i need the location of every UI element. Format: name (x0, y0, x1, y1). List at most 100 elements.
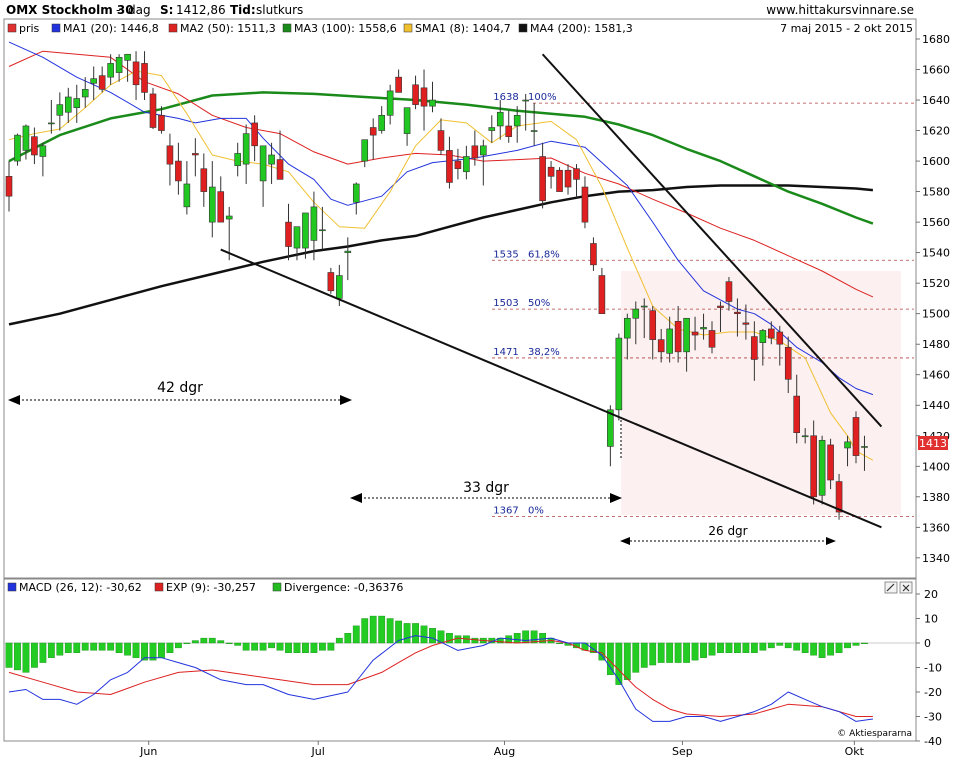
price-tick-label: 1440 (922, 399, 950, 412)
divergence-bar (827, 642, 834, 656)
candle-body (530, 130, 538, 132)
fib-percent-label: 50% (528, 298, 550, 309)
candle-body (522, 99, 529, 102)
divergence-bar (5, 642, 13, 668)
divergence-bar (31, 642, 38, 668)
divergence-bar (335, 637, 343, 644)
price-tick-label: 1680 (922, 33, 950, 46)
period-label: dag (128, 3, 151, 17)
divergence-bar (412, 623, 419, 644)
divergence-bar (217, 640, 225, 644)
trendline-2 (541, 53, 883, 428)
divergence-bar (446, 633, 453, 644)
divergence-bar (302, 642, 309, 654)
fibonacci-levels: 1638 100% 1535 61,8% 1503 50% 1471 38,2% 1367 0% (492, 92, 914, 518)
divergence-bar (14, 642, 21, 671)
divergence-bar (810, 642, 818, 656)
divergence-bar (403, 623, 411, 644)
last-value: 1412,86 (176, 3, 226, 17)
divergence-bar (56, 642, 64, 656)
fib-percent-label: 38,2% (528, 347, 560, 358)
span-33-annotation: 33 dgr (350, 420, 622, 503)
panel-settings-icon[interactable] (884, 581, 898, 594)
candle-body (90, 78, 97, 84)
candle-body (361, 139, 369, 162)
divergence-bar (352, 625, 360, 644)
candle-body (166, 145, 174, 165)
divergence-bar (166, 642, 174, 654)
x-tick-label: Okt (845, 745, 865, 758)
macd-series (8, 635, 873, 722)
ma200-series (8, 184, 874, 326)
candle-body (496, 111, 504, 127)
candle-body (835, 481, 843, 513)
candle-body (827, 444, 834, 481)
divergence-bar (39, 642, 47, 663)
candle-body (590, 243, 597, 266)
candle-body (234, 153, 241, 166)
divergence-bar (420, 625, 428, 644)
candle-body (158, 115, 165, 131)
divergence-bar (149, 642, 157, 661)
x-tick-label: Sep (672, 745, 693, 758)
candle-body (141, 63, 148, 93)
price-tick-label: 1520 (922, 277, 950, 290)
divergence-bar (47, 642, 55, 658)
candle-body (48, 122, 55, 125)
legend-label-exp: EXP (9): -30,257 (166, 581, 256, 594)
arrow-left-icon (620, 537, 630, 545)
candle-body (649, 310, 657, 340)
candle-body (64, 96, 72, 113)
candle-body (844, 441, 851, 449)
legend-label-pris: pris (19, 22, 40, 35)
divergence-bar (776, 642, 784, 646)
candle-body (666, 328, 673, 354)
trendline-1 (220, 248, 882, 529)
candle-body (454, 160, 462, 170)
fib-percent-label: 100% (528, 92, 557, 103)
divergence-bar (725, 642, 733, 654)
price-tick-label: 1540 (922, 247, 950, 260)
legend-swatch-pris (7, 23, 17, 33)
candle-body (276, 159, 284, 180)
fib-level-label: 1638 (493, 92, 518, 103)
candle-body (225, 215, 233, 220)
divergence-bar (158, 642, 165, 658)
divergence-bar (344, 633, 352, 644)
candlesticks (5, 51, 868, 520)
divergence-bar (818, 642, 826, 658)
divergence-bar (861, 642, 868, 645)
legend-label-ma2: MA2 (50): 1511,3 (180, 22, 276, 35)
price-tick-label: 1640 (922, 94, 950, 107)
divergence-bar (471, 637, 479, 644)
candle-body (149, 93, 157, 128)
candle-body (784, 346, 792, 380)
candle-body (5, 176, 13, 197)
candle-body (463, 156, 470, 173)
candle-body (564, 169, 572, 188)
candle-body (395, 76, 402, 93)
candle-body (742, 322, 750, 325)
signal-series (8, 637, 873, 717)
divergence-bar (90, 642, 98, 651)
panel-close-icon[interactable] (899, 581, 913, 594)
candle-body (615, 337, 623, 411)
candle-body (217, 191, 225, 223)
price-tick-label: 1460 (922, 369, 950, 382)
divergence-bar (191, 640, 199, 644)
macd-tick-label: -20 (924, 686, 942, 699)
divergence-bar (615, 642, 623, 685)
candle-body (259, 145, 267, 182)
candle-body (420, 87, 428, 107)
divergence-bar (801, 642, 809, 654)
span-42-label: 42 dgr (157, 380, 203, 396)
divergence-bar (649, 642, 657, 666)
divergence-bar (759, 642, 767, 651)
span-26-label: 26 dgr (708, 524, 747, 538)
candle-body (98, 75, 106, 90)
fib-level-label: 1503 (493, 298, 518, 309)
candle-body (607, 409, 614, 447)
last-price-badge (918, 436, 948, 450)
price-tick-label: 1400 (922, 460, 950, 473)
divergence-bar (666, 642, 674, 663)
